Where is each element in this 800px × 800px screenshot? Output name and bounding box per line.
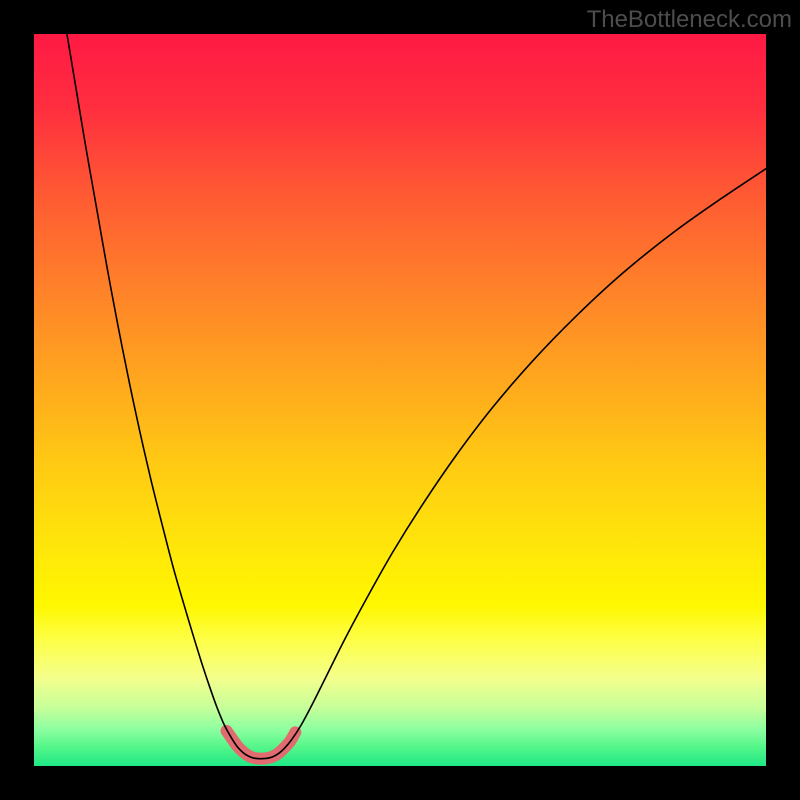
chart-stage: TheBottleneck.com (0, 0, 800, 800)
curve-layer (0, 0, 800, 800)
bottleneck-curve (67, 34, 766, 759)
watermark-text: TheBottleneck.com (587, 6, 792, 34)
